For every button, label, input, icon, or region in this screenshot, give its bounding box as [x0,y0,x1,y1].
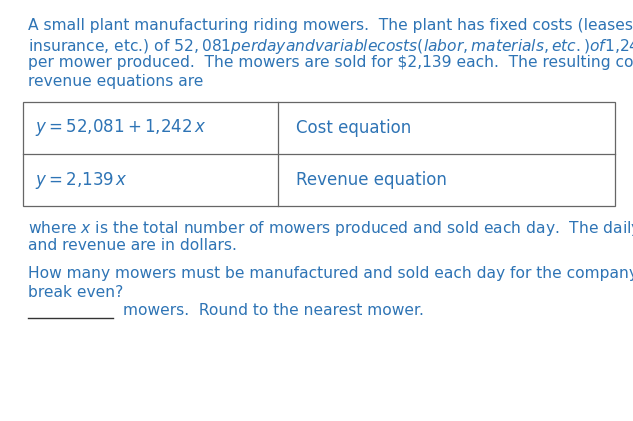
Text: per mower produced.  The mowers are sold for $2,139 each.  The resulting cost an: per mower produced. The mowers are sold … [28,55,633,70]
Text: break even?: break even? [28,285,123,299]
Text: and revenue are in dollars.: and revenue are in dollars. [28,237,237,253]
Text: insurance, etc.) of $52,081 per day and variable costs (labor, materials, etc.) : insurance, etc.) of $52,081 per day and … [28,37,633,56]
Bar [23,102,615,206]
Text: How many mowers must be manufactured and sold each day for the company to: How many mowers must be manufactured and… [28,266,633,281]
Text: mowers.  Round to the nearest mower.: mowers. Round to the nearest mower. [123,303,424,318]
Text: Revenue equation: Revenue equation [296,171,446,189]
Text: $y = 2{,}139\, x$: $y = 2{,}139\, x$ [35,170,128,190]
Text: A small plant manufacturing riding mowers.  The plant has fixed costs (leases,: A small plant manufacturing riding mower… [28,18,633,33]
Text: revenue equations are: revenue equations are [28,74,203,88]
Text: Cost equation: Cost equation [296,119,411,137]
Text: where $x$ is the total number of mowers produced and sold each day.  The daily c: where $x$ is the total number of mowers … [28,219,633,238]
Text: $y = 52{,}081 + 1{,}242\, x$: $y = 52{,}081 + 1{,}242\, x$ [35,117,206,139]
